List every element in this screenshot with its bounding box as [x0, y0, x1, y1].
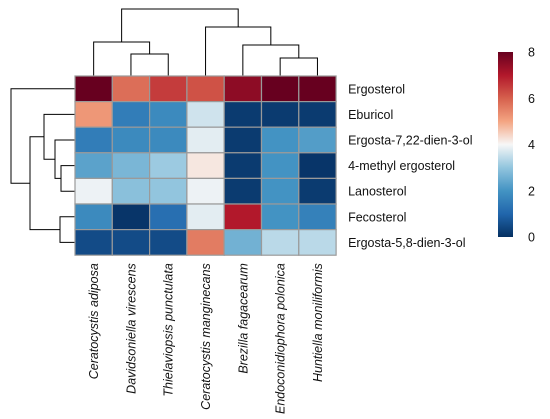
dendrogram-link — [43, 113, 75, 160]
heatmap-cell — [74, 126, 113, 154]
heatmap-cell — [149, 100, 188, 128]
heatmap-cell — [149, 177, 188, 205]
heatmap-cell — [223, 177, 263, 205]
colorbar-tick-label: 0 — [528, 231, 535, 245]
heatmap-cell — [260, 177, 300, 205]
row-labels: Ergosterol Eburicol Ergosta-7,22-dien-3-ol… — [348, 82, 472, 250]
heatmap-cell — [149, 229, 188, 256]
dendrogram-link — [121, 8, 239, 42]
heatmap-cell — [223, 75, 263, 103]
heatmap-cell — [111, 126, 151, 154]
heatmap-cell — [111, 203, 151, 231]
row-label: Ergosterol — [348, 82, 405, 96]
column-dendrogram — [93, 8, 318, 76]
column-label: Ceratocystis manginecans — [199, 263, 213, 410]
heatmap-cell — [223, 100, 263, 128]
heatmap-cell — [260, 152, 300, 180]
heatmap-cell — [111, 177, 151, 205]
column-label: Endoconidiophora polonica — [274, 263, 288, 414]
colorbar-tick-label: 6 — [528, 92, 535, 106]
dendrogram-link — [60, 165, 75, 192]
heatmap-cell — [186, 177, 225, 205]
dendrogram-link — [59, 216, 75, 243]
column-label: Brezilla fagacearum — [236, 263, 250, 373]
heatmap-cell — [260, 203, 300, 231]
heatmap-cell — [149, 152, 188, 180]
heatmap-cell — [111, 75, 151, 103]
heatmap-cell — [298, 100, 337, 128]
heatmap-cell — [74, 75, 113, 103]
heatmap-cell — [74, 177, 113, 205]
dendrogram-link — [279, 57, 318, 76]
heatmap-cell — [111, 152, 151, 180]
heatmap-cell — [74, 100, 113, 128]
heatmap-cell — [186, 75, 225, 103]
dendrogram-link — [10, 88, 75, 184]
column-label: Davidsoniella virescens — [124, 263, 138, 394]
heatmap-cell — [186, 152, 225, 180]
heatmap-cell — [298, 203, 337, 231]
heatmap-cell — [298, 75, 337, 103]
colorbar-tick-label: 2 — [528, 184, 535, 198]
colorbar: 0 2 4 6 8 — [498, 46, 535, 245]
dendrogram-link — [93, 41, 151, 76]
dendrogram-link — [130, 53, 169, 76]
heatmap-cell — [74, 152, 113, 180]
heatmap-cell — [298, 152, 337, 180]
heatmap-cell — [260, 75, 300, 103]
row-label: 4-methyl ergosterol — [348, 159, 455, 173]
heatmap-cell — [149, 126, 188, 154]
heatmap-cell — [223, 203, 263, 231]
heatmap-cell — [74, 229, 113, 256]
heatmap-cell — [186, 229, 225, 256]
heatmap-cell — [223, 229, 263, 256]
heatmap-cell — [298, 177, 337, 205]
heatmap-cell — [298, 229, 337, 256]
heatmap-cell — [260, 100, 300, 128]
row-label: Eburicol — [348, 108, 393, 122]
row-dendrogram — [10, 88, 75, 243]
row-label: Ergosta-7,22-dien-3-ol — [348, 134, 472, 148]
heatmap-cell — [223, 152, 263, 180]
heatmap-cell — [149, 75, 188, 103]
colorbar-bar — [498, 52, 513, 237]
heatmap-cell — [260, 229, 300, 256]
heatmap-cell — [149, 203, 188, 231]
colorbar-tick-label: 8 — [528, 46, 535, 60]
dendrogram-link — [54, 139, 75, 179]
heatmap-cell — [223, 126, 263, 154]
column-label: Ceratocystis adiposa — [87, 263, 101, 379]
column-label: Thielaviopsis punctulata — [162, 263, 176, 396]
row-label: Ergosta-5,8-dien-3-ol — [348, 236, 465, 250]
column-labels: Ceratocystis adiposa Davidsoniella viresc… — [87, 263, 325, 414]
dendrogram-link — [242, 44, 300, 76]
heatmap-cell — [298, 126, 337, 154]
colorbar-tick-label: 4 — [528, 138, 535, 152]
row-label: Fecosterol — [348, 210, 406, 224]
heatmap-cell — [186, 100, 225, 128]
heatmap-cells — [74, 75, 337, 256]
row-label: Lanosterol — [348, 185, 406, 199]
column-label: Huntiella moniliformis — [311, 263, 325, 382]
heatmap-cell — [186, 203, 225, 231]
dendrogram-link — [205, 26, 272, 76]
heatmap-cell — [186, 126, 225, 154]
heatmap-cell — [111, 229, 151, 256]
heatmap-cell — [111, 100, 151, 128]
heatmap-cell — [260, 126, 300, 154]
heatmap-cell — [74, 203, 113, 231]
